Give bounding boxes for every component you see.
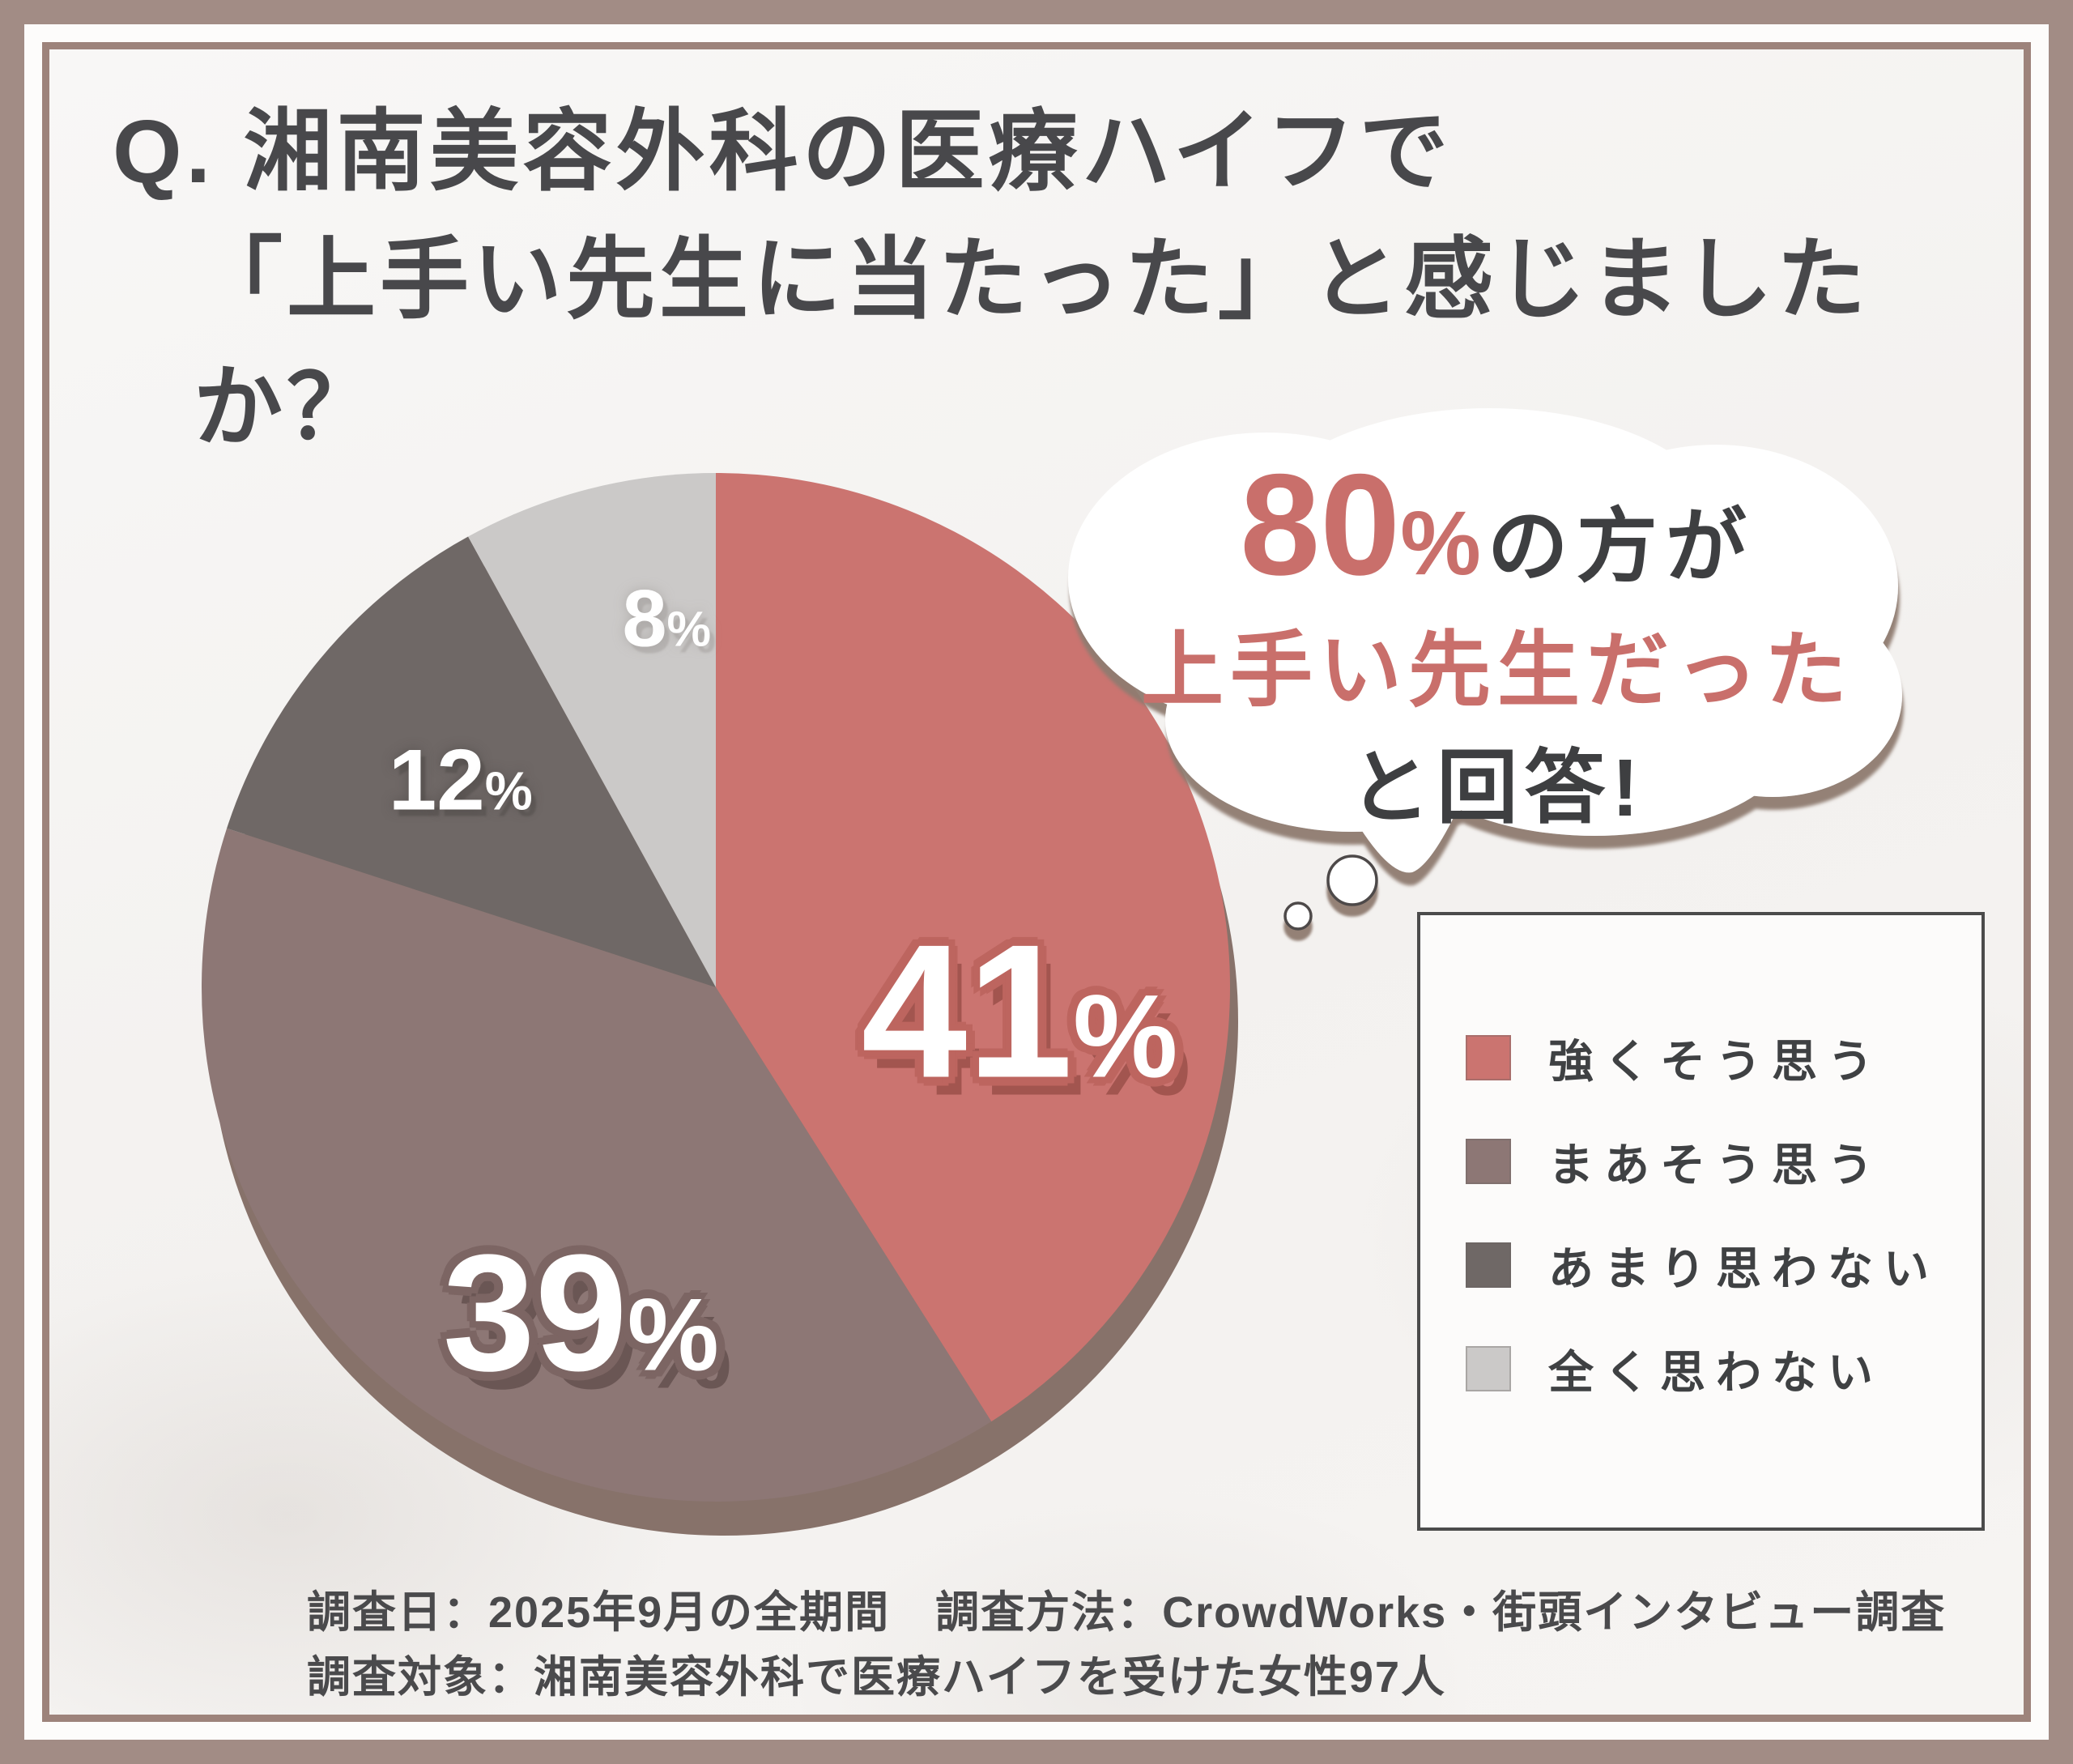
legend-label: 強くそう思う — [1548, 1035, 1884, 1087]
pie-label-percent-sign: % — [484, 761, 533, 822]
legend-item-8pct: 全く思わない — [1466, 1317, 1981, 1421]
legend-swatch — [1466, 1242, 1511, 1288]
question-title-line2: 「上手い先生に当たった」と感じましたか？ — [194, 230, 1870, 458]
legend-box: 強くそう思う まあそう思うあまり思わない 全く思わない — [1417, 912, 1985, 1531]
content-area: Q. 湘南美容外科の医療ハイフで 「上手い先生に当たった」と感じましたか？ 41… — [42, 42, 2031, 1722]
pie-label-number: 39 — [442, 1220, 628, 1406]
bubble-text: 80% の方が 上手い先生だった と回答! — [1100, 445, 1894, 829]
pie-base-shadow — [210, 507, 1238, 1536]
pie-label-39pct: 39% — [443, 1230, 719, 1396]
legend-swatch — [1466, 1139, 1511, 1184]
pie-slice-8pct — [468, 473, 716, 987]
pie-label-percent-sign: % — [666, 601, 712, 658]
pie-label-8pct: 8% — [622, 577, 711, 658]
pie-label-41pct: 41% — [862, 916, 1178, 1106]
pie-label-number: 41 — [861, 904, 1073, 1118]
bubble-highlight-number: 80 — [1240, 444, 1401, 605]
legend-item-12pct: あまり思わない — [1466, 1213, 1981, 1317]
survey-footnote-line2: 調査対象：湘南美容外科で医療ハイフを受けた女性97人 — [307, 1653, 1446, 1702]
legend-swatch — [1466, 1346, 1511, 1391]
thought-dot-small — [1283, 901, 1313, 931]
question-title-line1: Q. 湘南美容外科の医療ハイフで — [113, 102, 1453, 202]
bubble-line1-rest: の方が — [1487, 501, 1755, 592]
pie-label-number: 12 — [388, 731, 485, 829]
bubble-highlight-percent-sign: % — [1400, 492, 1481, 594]
pie-label-number: 8 — [622, 573, 667, 663]
pie-slice-12pct — [227, 536, 716, 987]
bubble-line1: 80% の方が — [1240, 453, 1755, 597]
legend-label: まあそう思う — [1548, 1139, 1884, 1191]
pie-label-percent-sign: % — [1072, 969, 1178, 1102]
legend-item-41pct: 強くそう思う — [1466, 1006, 1981, 1110]
pie-label-12pct: 12% — [389, 736, 533, 823]
bubble-line2: 上手い先生だった — [1141, 624, 1854, 717]
pie-slice-39pct — [202, 828, 992, 1502]
thought-bubble-dots — [1283, 854, 1378, 931]
question-title: Q. 湘南美容外科の医療ハイフで 「上手い先生に当たった」と感じましたか？ — [113, 88, 2024, 472]
bubble-line3: と回答! — [1349, 743, 1645, 833]
pie-label-percent-sign: % — [627, 1276, 719, 1392]
legend-label: あまり思わない — [1548, 1242, 1939, 1294]
legend-item-39pct: まあそう思う — [1466, 1110, 1981, 1213]
legend-label: 全く思わない — [1548, 1346, 1884, 1398]
survey-footnote: 調査日：2025年9月の全期間 調査方法：CrowdWorks・街頭インタビュー… — [307, 1580, 1946, 1710]
legend-swatch — [1466, 1035, 1511, 1080]
survey-footnote-line1: 調査日：2025年9月の全期間 調査方法：CrowdWorks・街頭インタビュー… — [307, 1588, 1947, 1637]
thought-dot-large — [1326, 854, 1378, 906]
